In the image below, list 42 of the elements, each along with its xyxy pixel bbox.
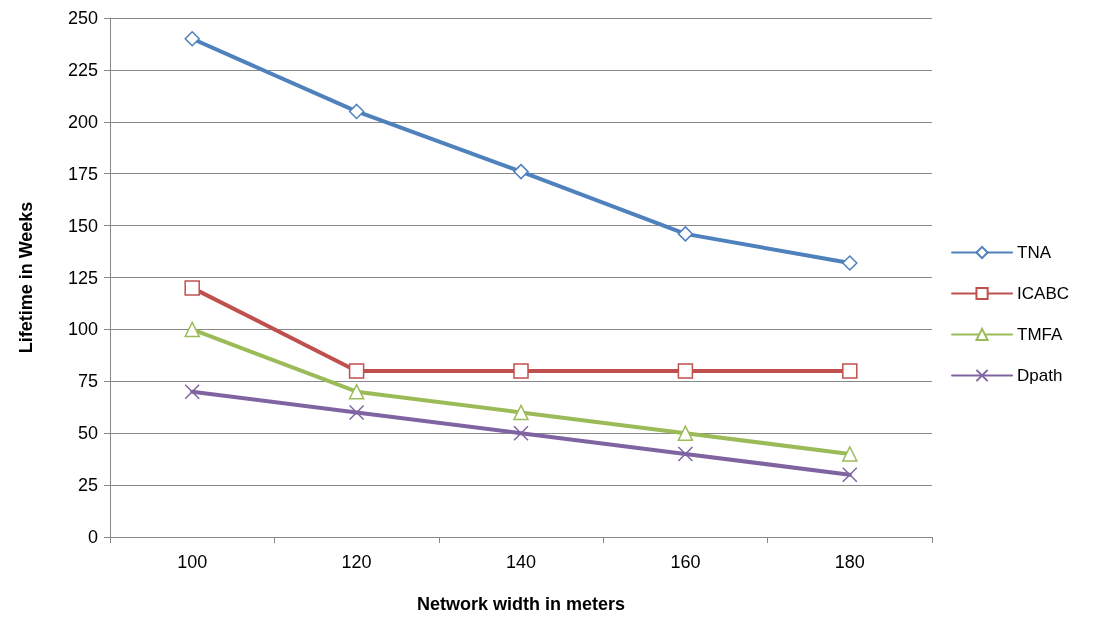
point [513, 163, 529, 180]
point [513, 425, 529, 441]
point [842, 466, 858, 483]
point [348, 103, 365, 120]
y-tick-label: 0 [87, 527, 98, 547]
x-tick-label: 120 [341, 552, 372, 572]
legend-label: Dpath [1017, 366, 1063, 385]
point [842, 446, 858, 462]
point [677, 363, 694, 379]
point [513, 404, 529, 421]
x-tick-label: 160 [670, 552, 701, 572]
y-tick-label: 75 [77, 371, 98, 392]
y-tick-label: 100 [67, 319, 98, 340]
legend-label: TNA [1017, 243, 1052, 262]
y-tick-label: 25 [77, 475, 98, 496]
point [184, 383, 200, 400]
x-tick-label: 140 [505, 552, 537, 572]
point [348, 363, 365, 379]
point [842, 255, 858, 271]
point [348, 404, 365, 421]
x-tick-label: 180 [834, 552, 865, 572]
y-tick-label: 175 [67, 163, 98, 184]
point [677, 425, 694, 441]
legend-label: TMFA [1017, 325, 1064, 344]
point [184, 321, 200, 338]
point [184, 280, 200, 296]
y-tick-label: 125 [67, 267, 98, 288]
point [513, 363, 529, 379]
legend-label: ICABC [1017, 284, 1070, 303]
x-axis-title: Network width in meters [416, 594, 626, 614]
y-tick-label: 150 [67, 215, 98, 236]
y-tick-label: 50 [77, 423, 98, 444]
x-tick-label: 100 [177, 552, 208, 572]
point [348, 383, 365, 400]
point [184, 31, 200, 47]
y-tick-label: 225 [67, 59, 98, 80]
point [677, 446, 694, 462]
y-tick-label: 200 [67, 111, 98, 132]
y-tick-label: 250 [67, 8, 98, 28]
point [677, 226, 694, 242]
y-axis-title: Lifetime in Weeks [16, 201, 36, 354]
point [842, 363, 858, 379]
